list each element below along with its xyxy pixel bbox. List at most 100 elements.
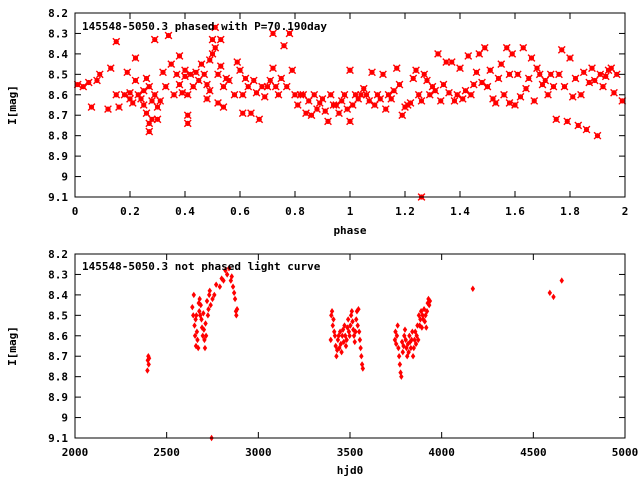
data-point-cross [93, 76, 101, 85]
data-point-cross [181, 72, 189, 81]
data-point-cross [214, 70, 222, 79]
data-point-cross [161, 82, 170, 91]
phased-x-tick-label: 0.8 [285, 205, 305, 218]
data-point [206, 306, 211, 313]
phased-chart-title: 145548-5050.3 phased with P=70.190day [82, 20, 327, 33]
unphased-y-tick-label: 8.9 [48, 391, 68, 404]
phased-data-points [73, 23, 627, 201]
data-point-cross [208, 35, 217, 44]
data-point [354, 316, 359, 323]
data-point-cross [145, 82, 154, 91]
data-point-cross [508, 49, 517, 58]
data-point [208, 301, 213, 309]
data-point-cross [475, 49, 484, 58]
phased-axes-ticks: 0 0.2 0.4 0.6 0.8 1 1.2 1.4 1.6 1.8 2 8.2 8.3 8.4 8.5 8… [48, 7, 628, 218]
unphased-y-tick-label: 9.1 [48, 432, 68, 445]
data-point-cross [406, 99, 415, 107]
data-point-cross [348, 101, 357, 109]
data-point [395, 322, 400, 329]
data-point-cross [522, 84, 530, 93]
data-point-cross [216, 35, 225, 44]
data-point-cross [219, 82, 228, 91]
data-point-cross [337, 97, 346, 105]
data-point [232, 295, 238, 303]
data-point-cross [211, 23, 220, 32]
data-point-cross [346, 117, 354, 126]
data-point-cross [544, 90, 552, 99]
data-point-cross [181, 66, 189, 75]
data-point-cross [189, 82, 198, 91]
data-point-cross [247, 109, 255, 118]
data-point-cross [566, 54, 574, 62]
data-point-cross [458, 94, 467, 103]
data-point-cross [280, 41, 288, 50]
data-point-cross [423, 76, 431, 85]
data-point-cross [150, 90, 159, 99]
data-point [221, 277, 226, 284]
phased-light-curve-panel: 0 0.2 0.4 0.6 0.8 1 1.2 1.4 1.6 1.8 2 8.2 8.3 8.4 8.5 8… [6, 7, 628, 237]
data-point-cross [549, 82, 558, 91]
data-point-cross [233, 58, 242, 66]
data-point [416, 336, 421, 344]
data-point-cross [464, 52, 473, 60]
data-point-cross [431, 86, 440, 95]
data-point-cross [170, 90, 178, 99]
data-point [410, 353, 416, 360]
data-point-cross [610, 88, 618, 97]
data-point [427, 297, 433, 305]
data-point-cross [285, 29, 294, 38]
phased-x-tick-label: 1.6 [505, 205, 525, 218]
data-point-cross [95, 70, 104, 79]
data-point-cross [596, 70, 605, 79]
phased-y-tick-label: 8.6 [48, 89, 68, 102]
data-point [559, 277, 564, 284]
data-point-cross [376, 94, 385, 103]
phased-x-tick-label: 0.4 [175, 205, 195, 218]
data-point-cross [500, 90, 508, 99]
data-point-cross [390, 86, 398, 95]
data-point-cross [321, 107, 330, 116]
data-point-cross [483, 82, 492, 91]
data-point-cross [324, 117, 332, 126]
data-point-cross [494, 74, 503, 83]
phased-y-tick-label: 8.8 [48, 130, 68, 143]
data-point-cross [214, 99, 222, 107]
data-point-cross [183, 111, 192, 120]
data-point [406, 348, 411, 356]
phased-plot-frame [74, 12, 626, 198]
data-point [355, 322, 360, 329]
data-point-cross [299, 90, 308, 99]
data-point-cross [436, 97, 445, 105]
data-point-cross [153, 115, 162, 124]
data-point [339, 348, 344, 356]
data-point-cross [142, 109, 151, 118]
data-point [332, 332, 338, 339]
data-point-cross [590, 76, 599, 85]
data-point [229, 273, 234, 280]
data-point-cross [434, 49, 442, 58]
data-point-cross [535, 70, 544, 79]
data-point [207, 291, 212, 299]
unphased-axes-ticks: 2000 2500 3000 3500 4000 4500 5000 8.2 8.3 8.4 8.5… [48, 248, 638, 459]
data-point [551, 293, 556, 301]
data-point [200, 332, 205, 339]
phased-x-tick-label: 0.2 [120, 205, 140, 218]
data-point-cross [241, 74, 250, 83]
data-point [396, 344, 401, 352]
data-point-cross [238, 90, 247, 99]
phased-x-tick-label: 1 [347, 205, 354, 218]
data-point-cross [563, 117, 572, 126]
data-point-cross [153, 103, 162, 111]
data-point-cross [555, 70, 563, 79]
data-point-cross [497, 60, 506, 69]
data-point-cross [128, 99, 137, 107]
data-point [357, 336, 363, 344]
data-point-cross [469, 80, 478, 89]
data-point [194, 312, 199, 319]
data-point-cross [332, 101, 341, 109]
unphased-x-tick-label: 3000 [245, 446, 272, 459]
data-point [402, 326, 408, 333]
data-point-cross [307, 111, 316, 120]
unphased-y-tick-label: 8.2 [48, 248, 68, 261]
